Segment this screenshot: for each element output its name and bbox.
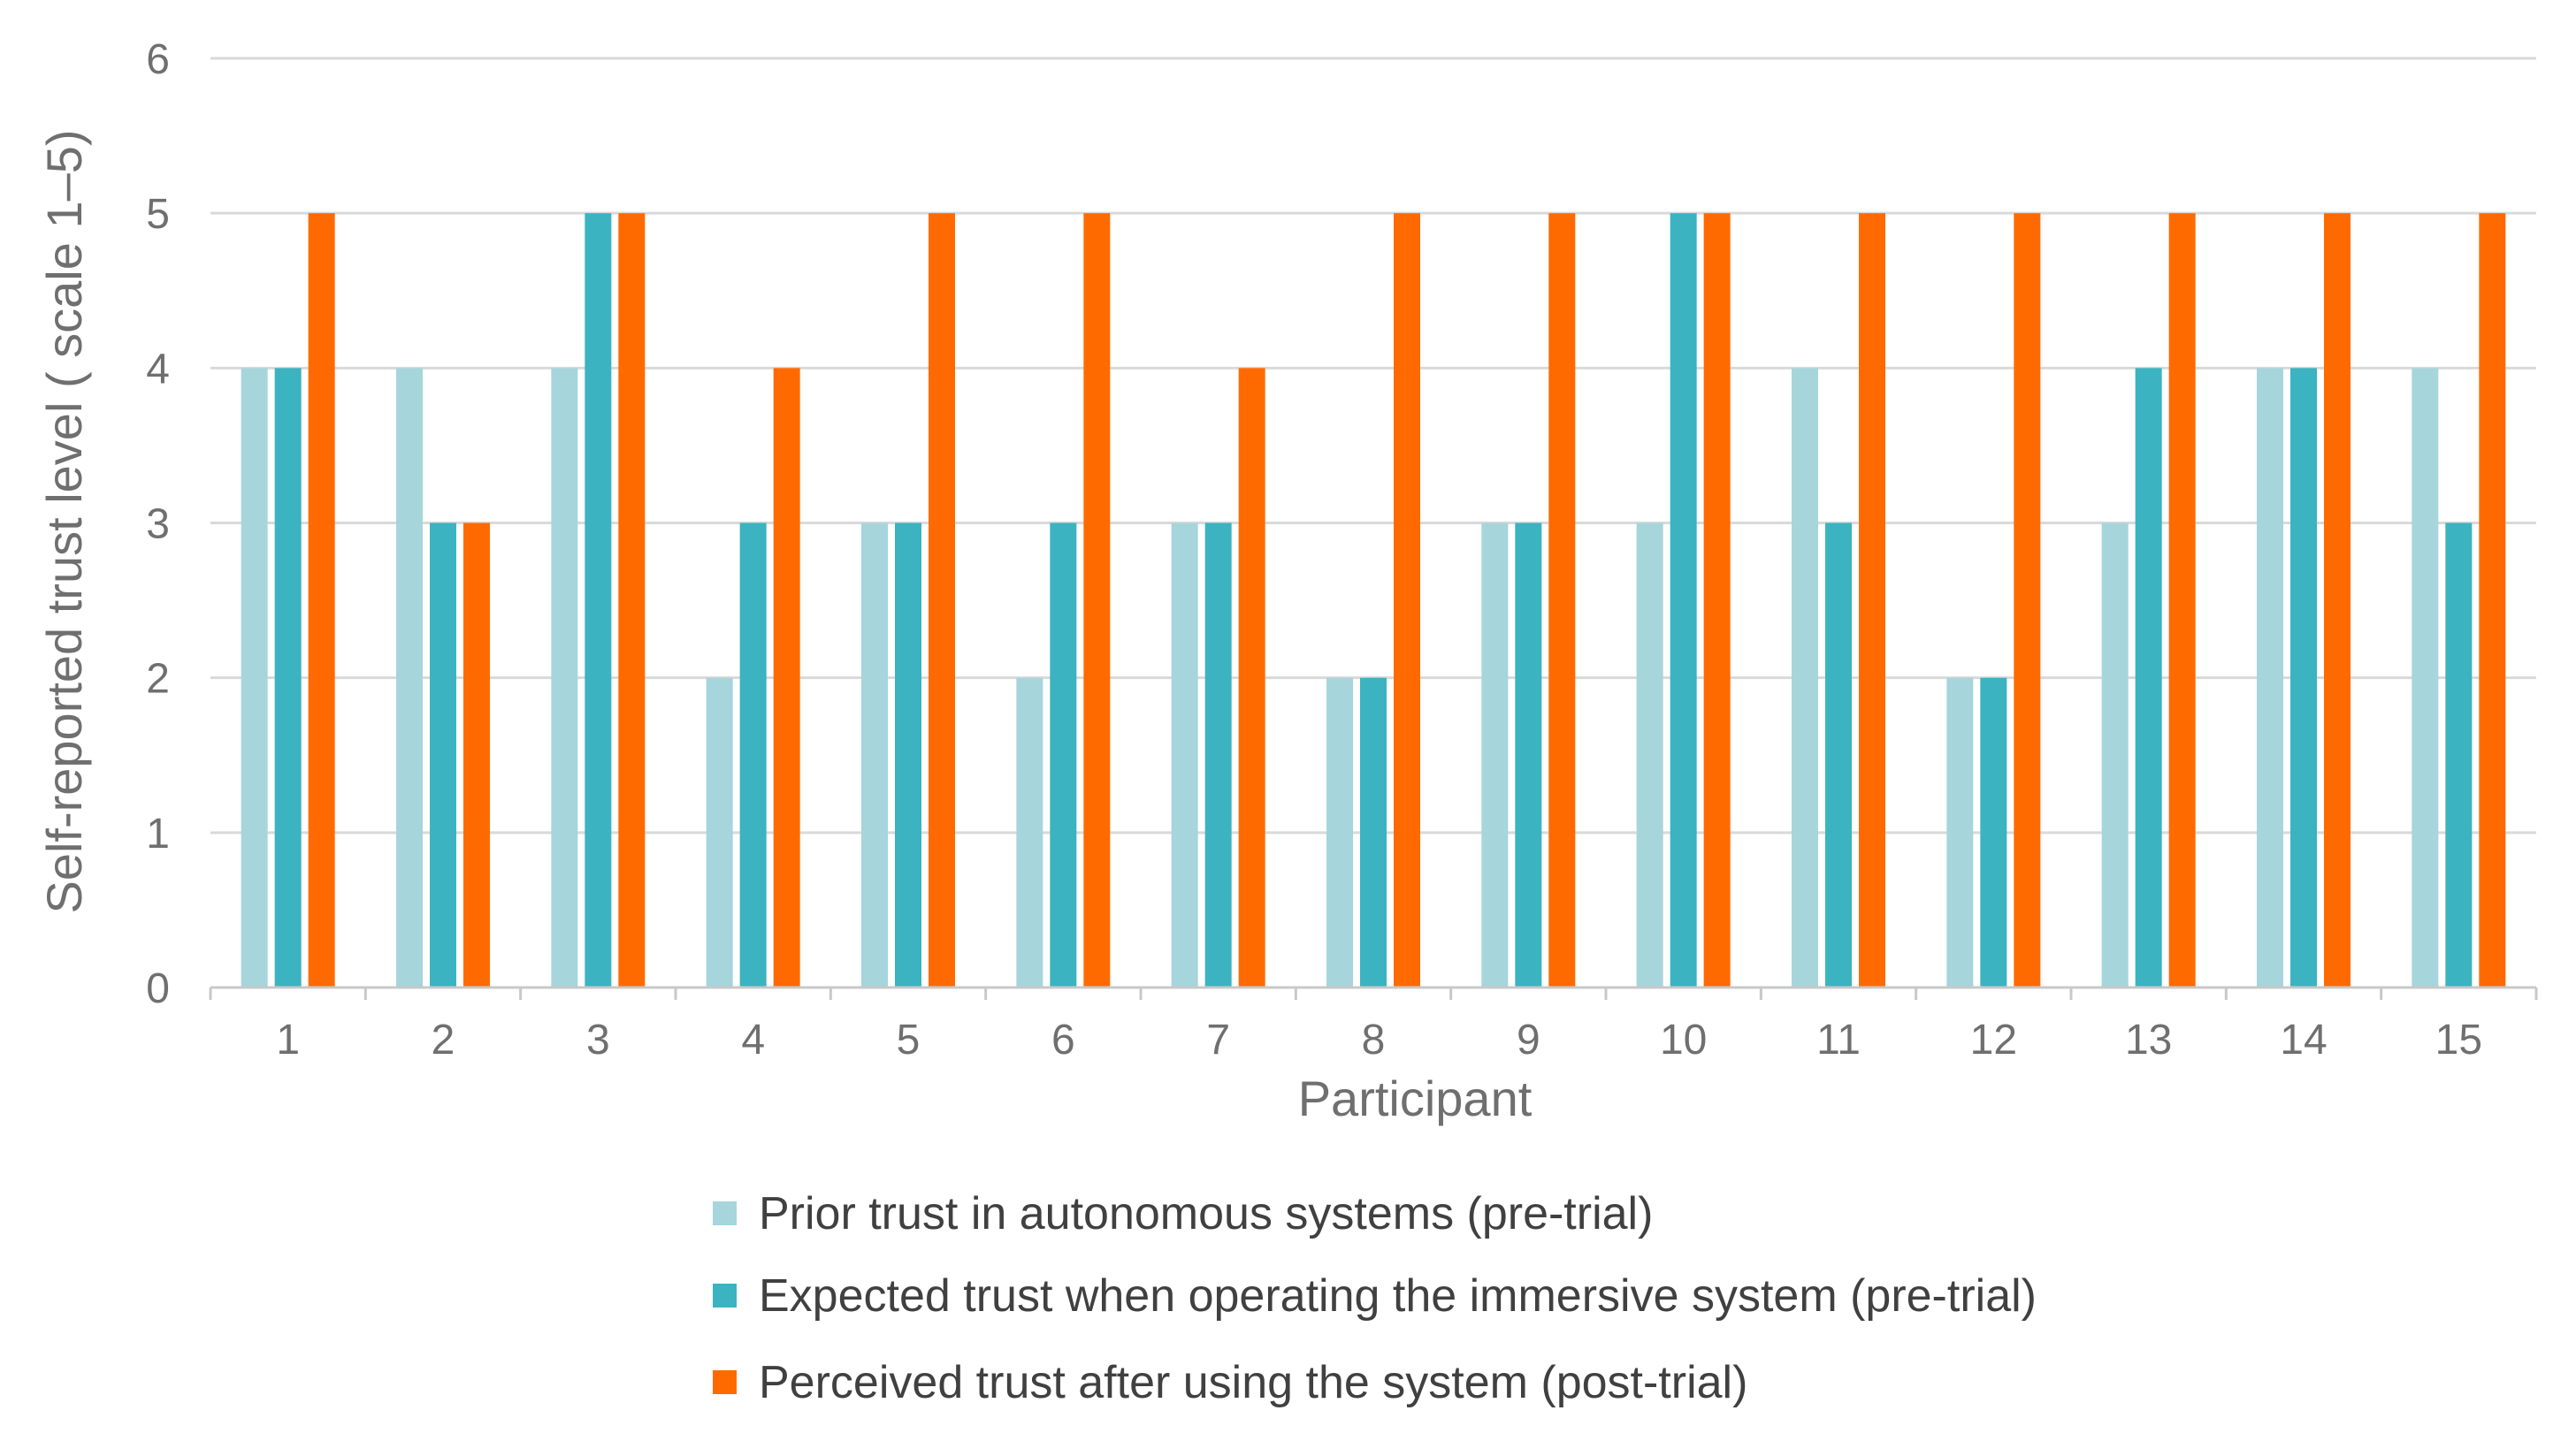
bar-series-3 — [2014, 213, 2041, 987]
bar-series-1 — [1171, 522, 1198, 987]
bar-series-2 — [1050, 522, 1077, 987]
legend-swatch — [713, 1370, 737, 1394]
y-tick-label: 3 — [146, 501, 170, 548]
bar-series-3 — [463, 522, 490, 987]
x-tick-label: 13 — [2125, 1017, 2172, 1064]
x-tick-label: 3 — [586, 1017, 610, 1064]
bar-series-1 — [1636, 522, 1663, 987]
x-axis — [209, 986, 2538, 1000]
x-axis-title: Participant — [1298, 1071, 1533, 1126]
bar-series-3 — [2168, 213, 2196, 987]
legend-label: Expected trust when operating the immers… — [759, 1270, 2037, 1322]
bar-series-2 — [2290, 368, 2317, 987]
bar-series-1 — [1792, 368, 1818, 987]
y-tick-label: 2 — [146, 656, 170, 703]
bar-series-2 — [1980, 677, 2007, 987]
bar-series-1 — [1016, 677, 1043, 987]
bar-series-1 — [861, 522, 888, 987]
x-tick-label: 1 — [276, 1017, 300, 1064]
y-tick-label: 4 — [146, 346, 170, 393]
bar-series-1 — [241, 368, 268, 987]
bar-series-2 — [585, 213, 612, 987]
x-tick-label: 7 — [1206, 1017, 1230, 1064]
y-tick-label: 1 — [146, 811, 170, 858]
y-tick-label: 6 — [146, 36, 170, 83]
bar-series-3 — [2324, 213, 2351, 987]
x-tick-label: 14 — [2280, 1017, 2327, 1064]
legend-label: Prior trust in autonomous systems (pre-t… — [759, 1188, 1653, 1239]
y-axis-title: Self-reported trust level ( scale 1–5) — [36, 129, 92, 913]
legend: Prior trust in autonomous systems (pre-t… — [713, 1188, 2037, 1408]
bar-series-3 — [1859, 213, 1885, 987]
bar-series-2 — [1204, 522, 1232, 987]
bar-series-2 — [1670, 213, 1697, 987]
bar-series-2 — [1825, 522, 1852, 987]
x-tick-label: 6 — [1051, 1017, 1075, 1064]
bar-series-1 — [1481, 522, 1509, 987]
bar-series-2 — [739, 522, 767, 987]
bar-series-2 — [1360, 677, 1387, 987]
bar-series-1 — [706, 677, 733, 987]
x-tick-label: 12 — [1970, 1017, 2017, 1064]
y-tick-label: 0 — [146, 965, 170, 1012]
bar-series-3 — [1238, 368, 1265, 987]
x-tick-label: 10 — [1660, 1017, 1707, 1064]
bar-series-1 — [2257, 368, 2283, 987]
legend-swatch — [713, 1201, 737, 1225]
bar-series-3 — [2479, 213, 2506, 987]
bar-series-1 — [1946, 677, 1974, 987]
legend-swatch — [713, 1284, 737, 1308]
bar-series-3 — [773, 368, 800, 987]
bar-series-2 — [895, 522, 921, 987]
bar-series-1 — [2412, 368, 2439, 987]
bar-series-3 — [1394, 213, 1420, 987]
bar-series-2 — [2445, 522, 2473, 987]
y-tick-labels: 0 1 2 3 4 5 6 — [146, 36, 170, 1012]
legend-label: Perceived trust after using the system (… — [759, 1357, 1747, 1408]
bar-series-3 — [929, 213, 955, 987]
x-tick-label: 2 — [432, 1017, 455, 1064]
x-tick-label: 9 — [1517, 1017, 1540, 1064]
bar-series-2 — [1515, 522, 1542, 987]
x-tick-label: 11 — [1816, 1017, 1861, 1064]
bar-series-1 — [1326, 677, 1353, 987]
bars — [241, 213, 2506, 987]
x-tick-label: 8 — [1362, 1017, 1386, 1064]
y-tick-label: 5 — [146, 191, 170, 238]
x-tick-label: 5 — [897, 1017, 921, 1064]
x-tick-label: 4 — [741, 1017, 765, 1064]
bar-series-1 — [2101, 522, 2129, 987]
bar-series-1 — [551, 368, 578, 987]
x-tick-labels: 1 2 3 4 5 6 7 8 9 10 11 12 13 14 15 — [276, 1017, 2482, 1064]
bar-series-3 — [618, 213, 646, 987]
bar-series-2 — [2135, 368, 2162, 987]
x-tick-label: 15 — [2435, 1017, 2482, 1064]
bar-series-2 — [430, 522, 456, 987]
bar-series-3 — [1548, 213, 1576, 987]
bar-series-3 — [308, 213, 335, 987]
bar-series-3 — [1703, 213, 1731, 987]
bar-series-3 — [1083, 213, 1111, 987]
bar-series-2 — [274, 368, 302, 987]
bar-series-1 — [396, 368, 423, 987]
